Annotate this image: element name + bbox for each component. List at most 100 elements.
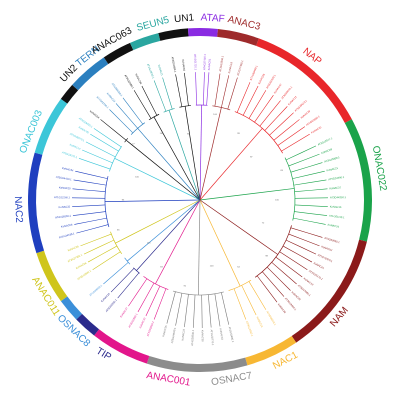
clade-arc-anac001 (94, 329, 150, 364)
leaf-branch (80, 233, 112, 247)
clade-arc-nac2 (28, 152, 45, 254)
leaf-branch (100, 119, 127, 141)
leaf-branch (248, 281, 267, 310)
leaf-label: KoNAC01 (207, 58, 212, 70)
bootstrap-value: 98 (265, 255, 268, 257)
bootstrap-value: 89 (187, 134, 190, 136)
clade-label-un1: UN1 (174, 12, 195, 25)
bootstrap-value: 100 (160, 133, 164, 135)
leaf-label: KoNAC33 (310, 125, 322, 135)
leaf-branch (82, 149, 113, 164)
leaf-branch (137, 282, 155, 313)
leaf-branch (145, 285, 161, 317)
leaf-branch (175, 293, 183, 326)
leaf-branch (236, 82, 251, 113)
leaf-label: AT1G61110.1 (329, 214, 345, 220)
leaf-label: AT5G22380.1 (123, 74, 135, 90)
leaf-branch (293, 217, 326, 225)
leaf-branch (264, 106, 288, 131)
clade-branch (136, 199, 201, 271)
leaf-label: AT5G39610.1 (294, 98, 309, 112)
leaf-branch (227, 77, 238, 110)
leaf-label: AT3G18400.1 (284, 297, 298, 312)
clade-node-arc (133, 267, 140, 274)
leaf-branch (128, 278, 148, 307)
clade-label-tip: TIP (94, 346, 113, 364)
bootstrap-value: 65 (281, 170, 284, 172)
clade-label-ataf: ATAF (200, 12, 225, 25)
leaf-branch (103, 262, 129, 285)
leaf-branch (93, 128, 122, 148)
leaf-branch (279, 251, 308, 270)
leaf-label: AT5G64530.1 (170, 327, 177, 344)
clade-node-arc (254, 225, 292, 278)
leaf-label: KoNAC07 (321, 244, 334, 252)
clade-arc-onac022 (344, 119, 372, 242)
leaf-label: AT1G76420.1 (317, 253, 334, 264)
leaf-branch (166, 291, 176, 324)
clade-branch (153, 116, 201, 201)
leaf-label: AT3G12977.1 (317, 136, 334, 147)
clade-branch (168, 110, 201, 201)
tree-branches (72, 72, 328, 328)
leaf-label: AT1G32770.1 (210, 329, 215, 346)
leaf-label: KoNAC29 (300, 109, 312, 120)
leaf-branch (110, 268, 135, 293)
clade-node-arc (212, 105, 231, 111)
bootstrap-value: 95 (122, 200, 125, 202)
leaf-label: AT1G56010.1 (266, 310, 278, 326)
leaf-label: AT1G28470.1 (69, 132, 86, 143)
leaf-branch (207, 294, 212, 328)
clade-branch (155, 199, 201, 285)
leaf-branch (288, 153, 320, 167)
bootstrap-value: 100 (275, 200, 279, 202)
leaf-label: AT4G29230.1 (55, 213, 72, 219)
clade-arc-anac3 (217, 28, 259, 46)
leaf-branch (153, 80, 167, 112)
leaf-label: KoNAC11 (157, 64, 164, 77)
leaf-branch (242, 85, 259, 116)
leaf-label: AT3G12910.1 (245, 321, 255, 338)
leaf-branch (290, 162, 323, 173)
clade-arc-ataf (188, 28, 218, 37)
leaf-label: KoNAC06 (75, 261, 88, 270)
leaf-label: AT5G61430.1 (265, 73, 277, 89)
leaf-branch (259, 100, 281, 127)
clade-node-arc (124, 257, 131, 265)
leaf-label: AT1G52880.1 (305, 114, 321, 127)
leaf-label: AT5G07680.1 (297, 284, 312, 298)
clade-branch (199, 105, 203, 201)
leaf-branch (90, 133, 119, 152)
leaf-label: AT1G62700.1 (96, 95, 111, 110)
leaf-label: KoNAC36 (134, 73, 143, 86)
leaf-label: AT1G01010.1 (146, 320, 156, 337)
leaf-label: KoNAC02 (181, 59, 186, 71)
clade-node-arc (163, 108, 175, 113)
clade-label-osnac7: OSNAC7 (210, 370, 253, 388)
clade-arc-nap (256, 38, 352, 124)
leaf-label: AT2G43000.1 (324, 155, 341, 164)
bootstrap-value: 100 (210, 266, 214, 268)
leaf-branch (122, 97, 144, 125)
leaf-label: AT5G04410.1 (56, 175, 73, 182)
clade-branch (197, 199, 201, 295)
leaf-label: AT2G27300.1 (67, 253, 84, 264)
leaf-branch (203, 72, 205, 106)
bootstrap-value: 100 (213, 114, 217, 116)
leaf-label: KoNAC15 (330, 204, 342, 209)
clade-node-arc (228, 279, 252, 291)
leaf-label: KoNAC31 (59, 204, 71, 209)
leaf-branch (214, 293, 221, 327)
clade-arc-onac003 (34, 98, 68, 155)
clade-node-arc (148, 113, 160, 121)
leaf-label: KoNAC37 (329, 185, 341, 190)
clade-node-arc (124, 138, 129, 143)
leaf-label: KoNAC42 (273, 82, 283, 94)
leaf-label: KoNAC34 (62, 166, 75, 173)
leaf-label: AT1G34190.1 (58, 231, 75, 239)
leaf-label: KoNAC05 (257, 72, 266, 85)
leaf-branch (221, 75, 230, 108)
leaf-label: KoNAC40 (78, 125, 90, 135)
clade-node-arc (110, 231, 122, 255)
clade-arc-tern (72, 57, 109, 91)
